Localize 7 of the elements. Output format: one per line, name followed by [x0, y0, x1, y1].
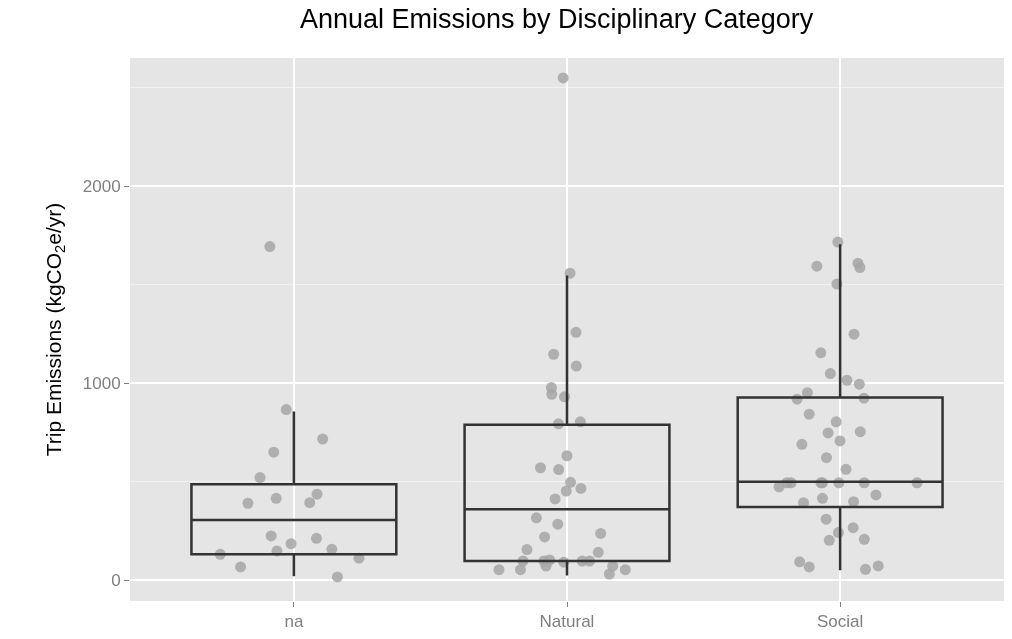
x-tick-label: Natural [539, 612, 595, 632]
y-tick-label: 1000 [82, 374, 121, 394]
y-tick-label: 2000 [82, 177, 121, 197]
y-tick-label: 0 [111, 571, 121, 591]
x-tick-label: na [284, 612, 304, 632]
x-tick-label: Social [816, 612, 864, 632]
chart-title: Annual Emissions by Disciplinary Category [299, 4, 814, 35]
